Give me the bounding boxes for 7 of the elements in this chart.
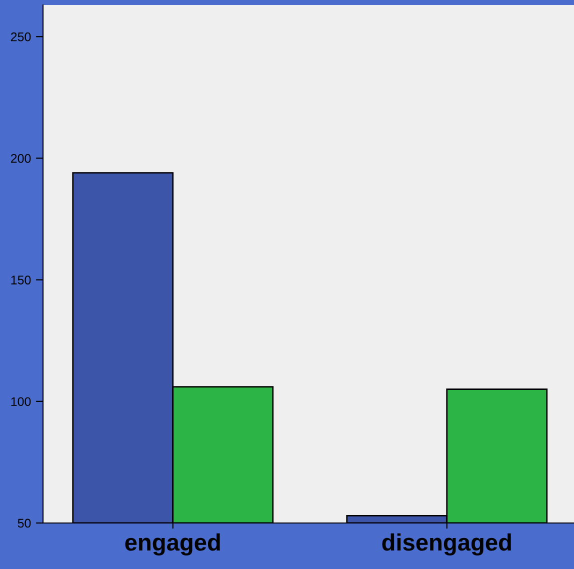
y-tick-label: 50 [18, 518, 31, 528]
y-tick-label: 150 [11, 276, 31, 284]
y-tick-label: 250 [10, 32, 31, 42]
x-tick-label: disengaged [382, 533, 511, 556]
y-tick-label: 200 [10, 154, 31, 163]
y-tick-label: 100 [11, 397, 31, 406]
x-tick-label: engaged [125, 533, 220, 556]
